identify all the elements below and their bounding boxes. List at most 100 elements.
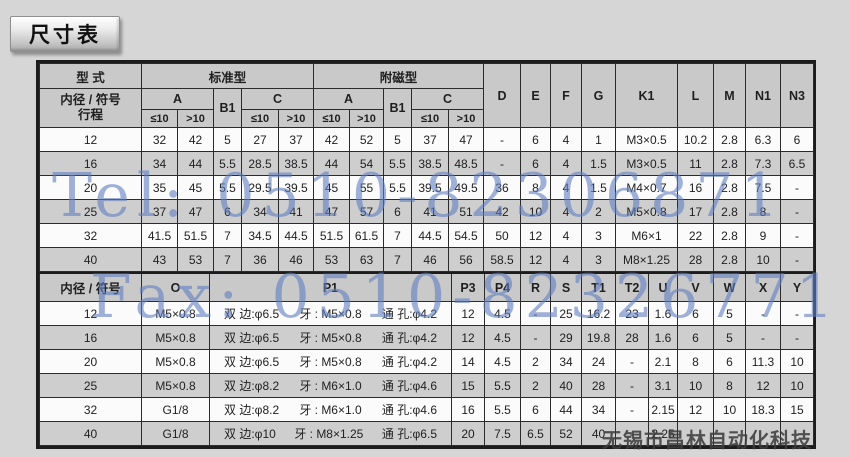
value-cell: 42	[313, 127, 350, 152]
value-cell: 52	[550, 421, 582, 446]
header-N3: N3	[780, 63, 814, 128]
header-le10: ≤10	[313, 109, 350, 128]
value-cell: 6	[520, 127, 551, 152]
value-cell: 7	[213, 247, 242, 272]
value-cell: 10	[780, 349, 814, 374]
value-cell: 12	[451, 325, 485, 350]
table-row: 12 32 42 5 27 37 42 52 5 37 47-6 4 1 M3×0.5 10.2 2.8 6.3…	[39, 127, 814, 152]
value-cell: 10	[677, 373, 714, 398]
table-row: 32 G1/8 双 边:φ8.2 牙 : M6×1.0 通 孔:φ4.6 16 5.5 6 44…	[39, 397, 814, 422]
value-cell: 41	[411, 199, 449, 224]
header-C-standard: C	[241, 88, 314, 110]
header-P1: P1	[209, 272, 452, 302]
value-cell: -	[745, 301, 781, 326]
value-cell: 1.5	[581, 151, 616, 176]
header-U: U	[648, 272, 678, 302]
value-cell: 34.5	[241, 223, 279, 248]
p1-part: 双 边:φ6.5	[224, 355, 280, 369]
value-cell: 23	[615, 301, 649, 326]
value-cell: 16.2	[581, 301, 616, 326]
p1-cell: 双 边:φ6.5 牙 : M5×0.8 通 孔:φ4.2	[209, 301, 452, 326]
value-cell: 4	[550, 199, 582, 224]
p1-parts: 双 边:φ6.5 牙 : M5×0.8 通 孔:φ4.2	[211, 329, 451, 346]
value-cell: -	[615, 397, 649, 422]
value-cell: 3	[581, 223, 616, 248]
value-cell: 27	[241, 127, 279, 152]
value-cell: -	[615, 421, 649, 446]
p1-part: 双 边:φ8.2	[224, 379, 280, 393]
value-cell: 25	[550, 301, 582, 326]
value-cell: 3.1	[648, 373, 678, 398]
value-cell: M3×0.5	[615, 151, 678, 176]
p1-cell: 双 边:φ10 牙 : M8×1.25 通 孔:φ6.5	[209, 421, 452, 446]
table-row: 12 M5×0.8 双 边:φ6.5 牙 : M5×0.8 通 孔:φ4.2 12 4.5-…	[39, 301, 814, 326]
header-bore-symbol: 内径 / 符号	[39, 272, 142, 302]
value-cell: -	[615, 349, 649, 374]
value-cell: 4.5	[484, 301, 521, 326]
value-cell: 56	[448, 247, 484, 272]
header-P4: P4	[484, 272, 521, 302]
value-cell: 6.3	[745, 127, 781, 152]
value-cell: 50	[483, 223, 521, 248]
value-cell: M3×0.5	[615, 127, 678, 152]
p1-part: 通 孔:φ4.2	[381, 331, 437, 345]
value-cell: 47	[448, 127, 484, 152]
header-P3: P3	[451, 272, 485, 302]
value-cell: 5.5	[213, 151, 242, 176]
value-cell: 15	[780, 397, 814, 422]
value-cell: 47	[177, 199, 214, 224]
value-cell: 45	[177, 175, 214, 200]
value-cell: 34	[241, 199, 279, 224]
thread-table-body: 12 M5×0.8 双 边:φ6.5 牙 : M5×0.8 通 孔:φ4.2 12 4.5-…	[39, 301, 814, 446]
value-cell: 2	[520, 373, 551, 398]
bore-cell: 20	[39, 175, 142, 200]
header-A-standard: A	[141, 88, 214, 110]
value-cell: 54.5	[448, 223, 484, 248]
table-row: 25 M5×0.8 双 边:φ8.2 牙 : M6×1.0 通 孔:φ4.6 15 5.5 2…	[39, 373, 814, 398]
value-cell: 28.5	[241, 151, 279, 176]
header-N1: N1	[745, 63, 781, 128]
header-W: W	[713, 272, 746, 302]
bore-cell: 32	[39, 397, 142, 422]
value-cell: 4	[550, 247, 582, 272]
header-standard-type: 标准型	[141, 63, 314, 89]
header-gt10: >10	[349, 109, 384, 128]
value-cell: 4	[550, 127, 582, 152]
value-cell: 2.15	[648, 397, 678, 422]
value-cell: 3	[581, 247, 616, 272]
value-cell: 61.5	[349, 223, 384, 248]
p1-part: 牙 : M6×1.0	[299, 403, 362, 417]
header-D: D	[483, 63, 521, 128]
value-cell: 52	[349, 127, 384, 152]
value-cell: 32	[141, 127, 178, 152]
value-cell: 4	[550, 223, 582, 248]
header-L: L	[677, 63, 714, 128]
value-cell: 58.5	[483, 247, 521, 272]
value-cell: 8	[745, 199, 781, 224]
value-cell: 11.3	[745, 349, 781, 374]
value-cell: -	[780, 223, 814, 248]
table-row: 32 41.5 51.5 7 34.5 44.5 51.5 61.5 7 44.5 54.5 50 12…	[39, 223, 814, 248]
value-cell: 1.5	[581, 175, 616, 200]
standard-dimensions-table: 型 式 标准型 附磁型 D E F G K1 L M N1 N3 内径 / 符号	[39, 63, 814, 272]
value-cell: 6	[677, 325, 714, 350]
value-cell: -	[520, 325, 551, 350]
header-O: O	[141, 272, 210, 302]
header-le10: ≤10	[241, 109, 279, 128]
p1-parts: 双 边:φ10 牙 : M8×1.25 通 孔:φ6.5	[211, 425, 451, 442]
value-cell: -	[483, 127, 521, 152]
value-cell: -	[520, 301, 551, 326]
header-F: F	[550, 63, 582, 128]
value-cell: 38.5	[278, 151, 314, 176]
value-cell: 2.8	[713, 199, 746, 224]
value-cell: 40	[581, 421, 616, 446]
header-bore-stroke: 内径 / 符号 行程	[39, 88, 142, 128]
value-cell: 49.5	[448, 175, 484, 200]
value-cell: 7	[383, 223, 412, 248]
value-cell: 44.5	[278, 223, 314, 248]
value-cell: -	[745, 325, 781, 350]
value-cell: -	[780, 301, 814, 326]
value-cell: 28	[677, 247, 714, 272]
bore-cell: 32	[39, 223, 142, 248]
bore-cell: 16	[39, 151, 142, 176]
